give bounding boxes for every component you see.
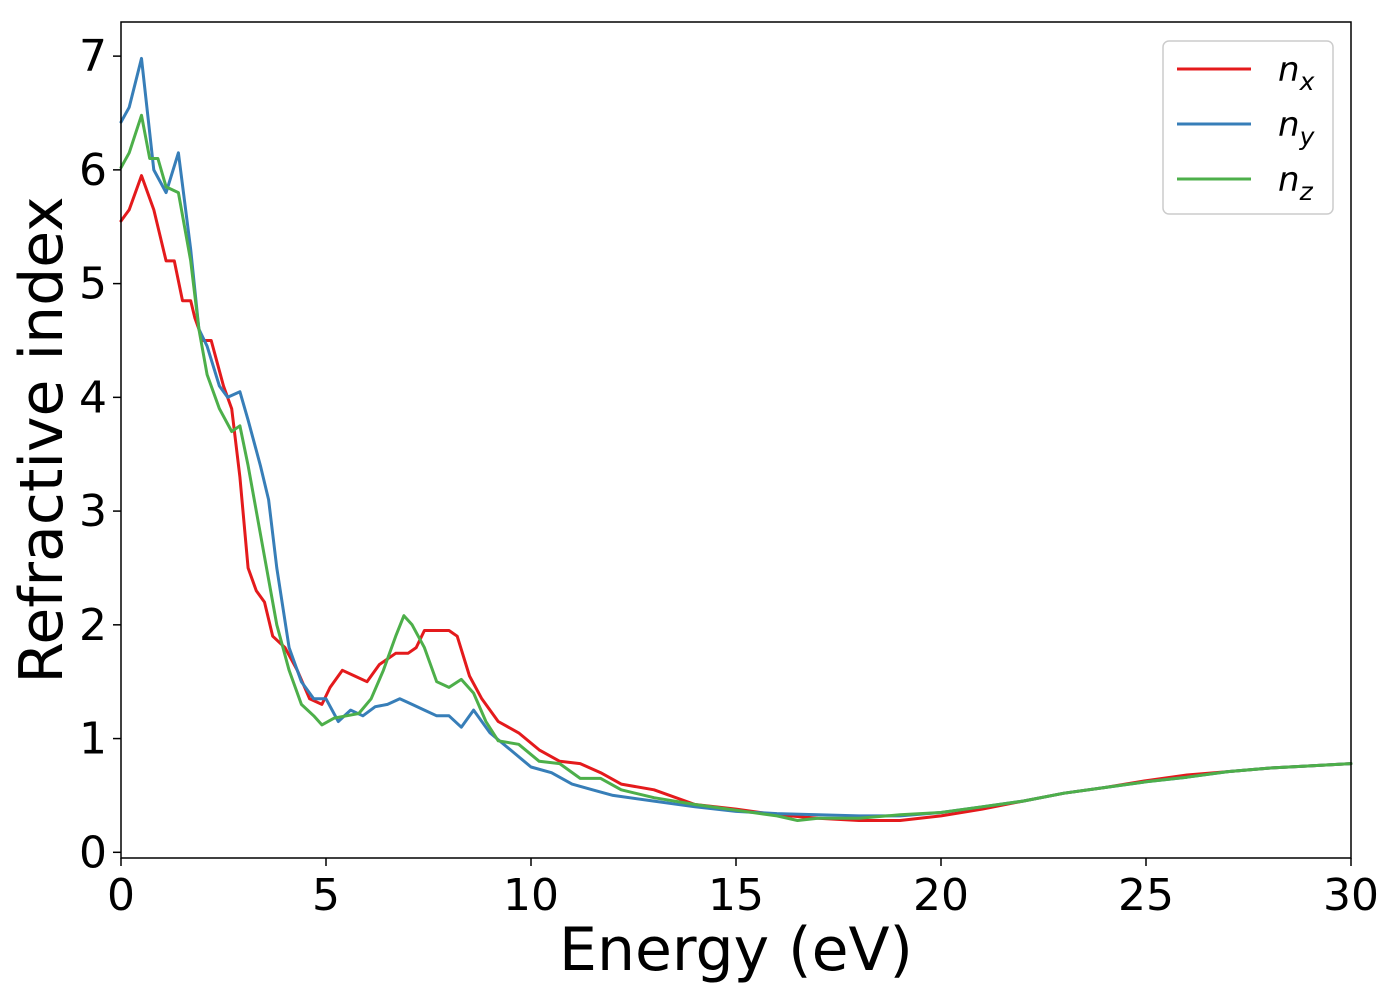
x-axis: 0 5 10 15 20 25 30 xyxy=(107,858,1379,921)
legend-label-nz: nz xyxy=(1278,160,1314,206)
plot-lines xyxy=(119,56,1353,822)
y-tick-label: 7 xyxy=(79,31,107,82)
y-tick-label: 3 xyxy=(79,486,107,537)
legend-label-ny: ny xyxy=(1278,105,1316,151)
y-tick-label: 6 xyxy=(79,145,107,196)
x-tick-label: 20 xyxy=(913,870,969,921)
x-tick-label: 25 xyxy=(1118,870,1174,921)
x-tick-label: 10 xyxy=(503,870,559,921)
x-tick-label: 5 xyxy=(312,870,340,921)
y-tick-label: 1 xyxy=(79,714,107,765)
y-tick-label: 0 xyxy=(79,827,107,878)
legend-label-nx: nx xyxy=(1278,50,1315,96)
y-axis-title: Refractive index xyxy=(7,196,77,683)
legend: nx ny nz xyxy=(1162,40,1334,215)
x-tick-label: 30 xyxy=(1323,870,1379,921)
series-line-nx xyxy=(119,174,1353,822)
x-tick-label: 15 xyxy=(708,870,764,921)
x-tick-label: 0 xyxy=(107,870,135,921)
y-tick-label: 4 xyxy=(79,372,107,423)
y-axis: 0 1 2 3 4 5 6 7 xyxy=(79,31,121,878)
y-tick-label: 5 xyxy=(79,259,107,310)
legend-box xyxy=(1162,40,1334,215)
series-line-nz xyxy=(119,113,1353,822)
y-tick-label: 2 xyxy=(79,600,107,651)
x-axis-title: Energy (eV) xyxy=(559,915,913,985)
